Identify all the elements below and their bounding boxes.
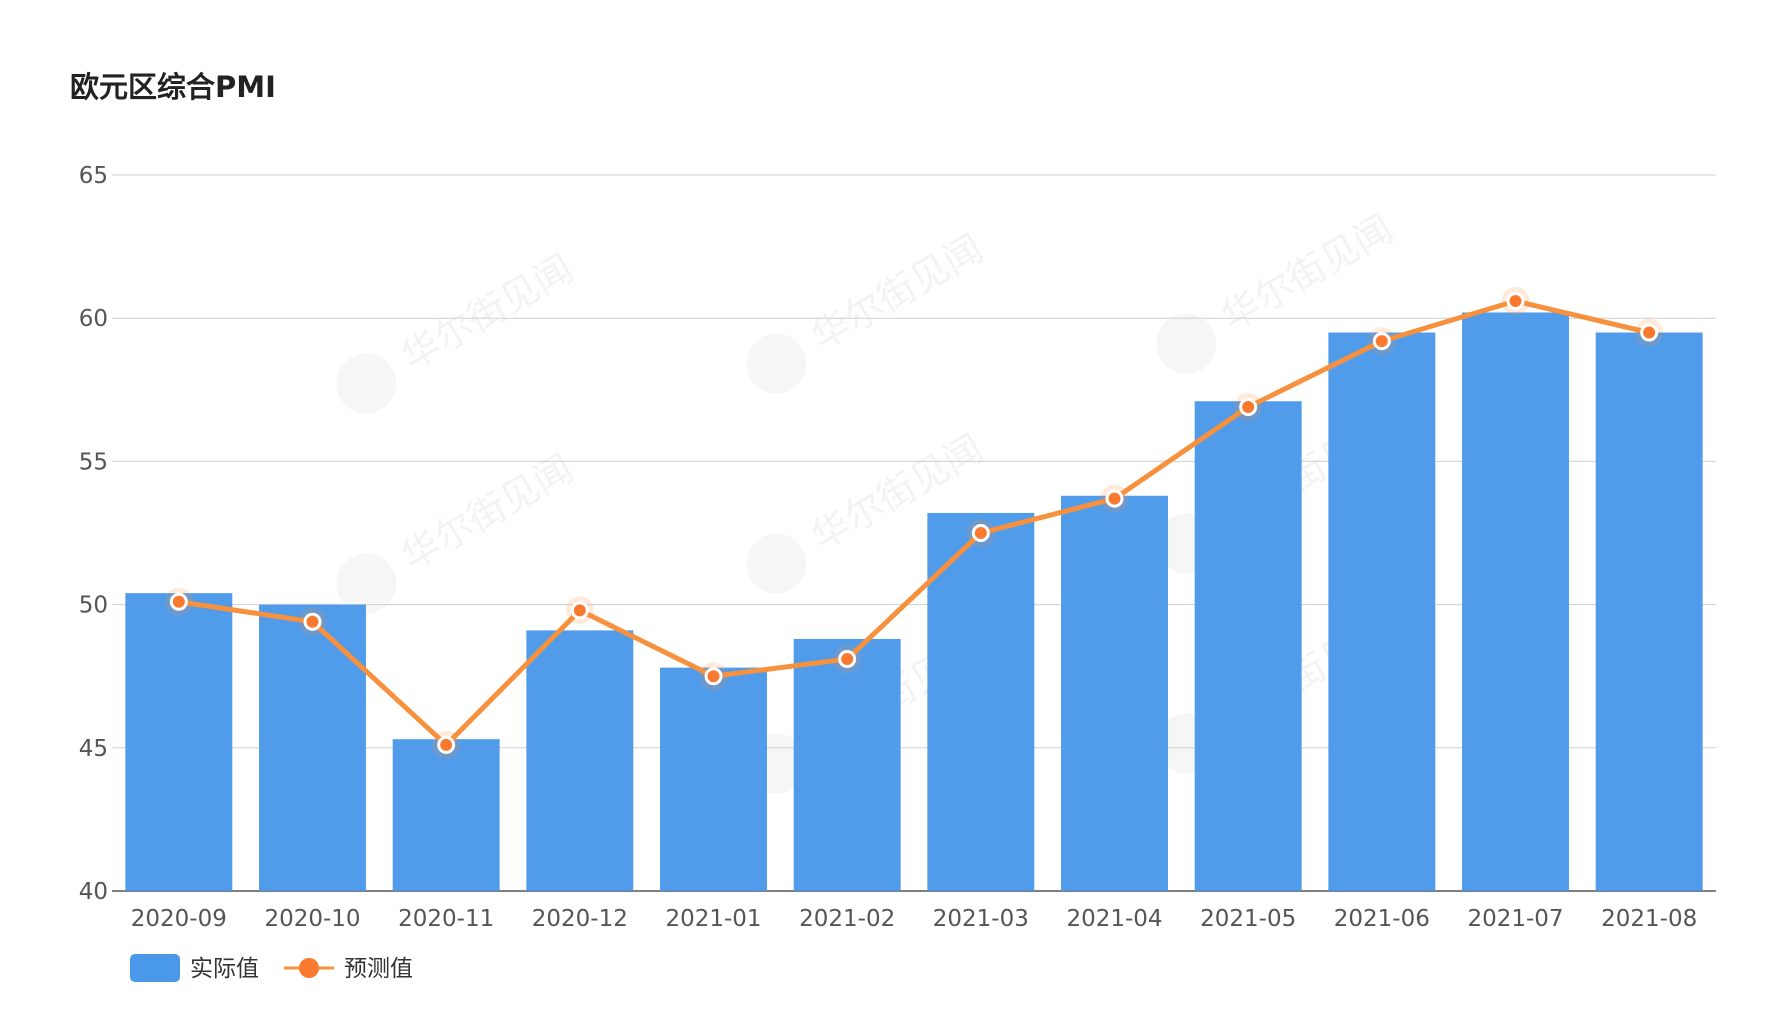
watermark: 华尔街见闻 — [336, 246, 581, 414]
line-point — [570, 601, 589, 620]
legend-item-actual[interactable]: 实际值 — [130, 954, 259, 982]
bar — [526, 630, 634, 891]
x-tick-label: 2021-04 — [1066, 906, 1162, 932]
y-tick-label: 40 — [79, 879, 108, 905]
chart-title: 欧元区综合PMI — [70, 70, 276, 104]
x-tick-label: 2020-12 — [532, 906, 628, 932]
y-axis: 40 45 50 55 60 65 — [79, 163, 108, 905]
watermark-logo-icon — [336, 353, 397, 414]
legend-label: 实际值 — [190, 956, 259, 982]
bar — [125, 593, 233, 891]
legend-item-forecast[interactable]: 预测值 — [284, 956, 413, 982]
x-tick-label: 2021-05 — [1200, 906, 1296, 932]
watermark: 华尔街见闻 — [746, 226, 991, 394]
line-series — [164, 287, 1664, 759]
x-axis: 2020-09 2020-10 2020-11 2020-12 2021-01 2021-… — [131, 906, 1697, 932]
line-point — [1105, 489, 1124, 508]
watermark: 华尔街见闻 — [336, 446, 581, 614]
bar — [1061, 495, 1168, 891]
bar — [1328, 332, 1436, 891]
line-point — [1640, 323, 1659, 342]
watermark-text: 华尔街见闻 — [1214, 206, 1401, 339]
forecast-line — [178, 298, 1650, 748]
bar — [392, 739, 500, 891]
watermark-logo-icon — [1156, 313, 1217, 374]
y-tick-label: 65 — [79, 163, 108, 189]
bar — [927, 512, 1035, 891]
line-point — [1506, 292, 1525, 311]
bar — [793, 638, 901, 891]
grid-lines — [112, 174, 1716, 892]
legend-label: 预测值 — [344, 956, 413, 982]
x-tick-label: 2021-03 — [933, 906, 1029, 932]
bar — [1462, 312, 1569, 891]
line-point — [1372, 332, 1391, 351]
line-point — [1239, 397, 1258, 416]
watermark-logo-icon — [336, 553, 397, 614]
watermark-text: 华尔街见闻 — [804, 226, 991, 359]
x-tick-label: 2020-11 — [398, 906, 494, 932]
line-point — [838, 650, 857, 669]
legend-bar-swatch — [130, 954, 180, 982]
legend-point-swatch — [299, 958, 319, 978]
line-point — [169, 592, 188, 611]
x-tick-label: 2020-10 — [264, 906, 360, 932]
bar — [1595, 332, 1703, 891]
x-tick-label: 2021-06 — [1334, 906, 1430, 932]
watermark-logo-icon — [746, 333, 807, 394]
line-point — [437, 735, 456, 754]
legend[interactable]: 实际值 预测值 — [130, 954, 413, 982]
x-tick-label: 2020-09 — [131, 906, 227, 932]
bar-series — [125, 312, 1703, 891]
line-point — [704, 667, 723, 686]
watermark-text: 华尔街见闻 — [394, 246, 581, 379]
line-point — [971, 524, 990, 542]
bar — [259, 604, 366, 891]
line-point — [303, 612, 322, 631]
x-tick-label: 2021-02 — [799, 906, 895, 932]
watermark-logo-icon — [746, 533, 807, 594]
bar — [1194, 401, 1302, 891]
y-tick-label: 55 — [79, 449, 108, 475]
bar — [660, 667, 767, 891]
y-tick-label: 50 — [79, 593, 108, 619]
y-tick-label: 45 — [79, 736, 108, 762]
watermark-text: 华尔街见闻 — [394, 446, 581, 579]
x-tick-label: 2021-07 — [1467, 906, 1563, 932]
x-tick-label: 2021-01 — [665, 906, 761, 932]
y-tick-label: 60 — [79, 306, 108, 332]
x-tick-label: 2021-08 — [1601, 906, 1697, 932]
